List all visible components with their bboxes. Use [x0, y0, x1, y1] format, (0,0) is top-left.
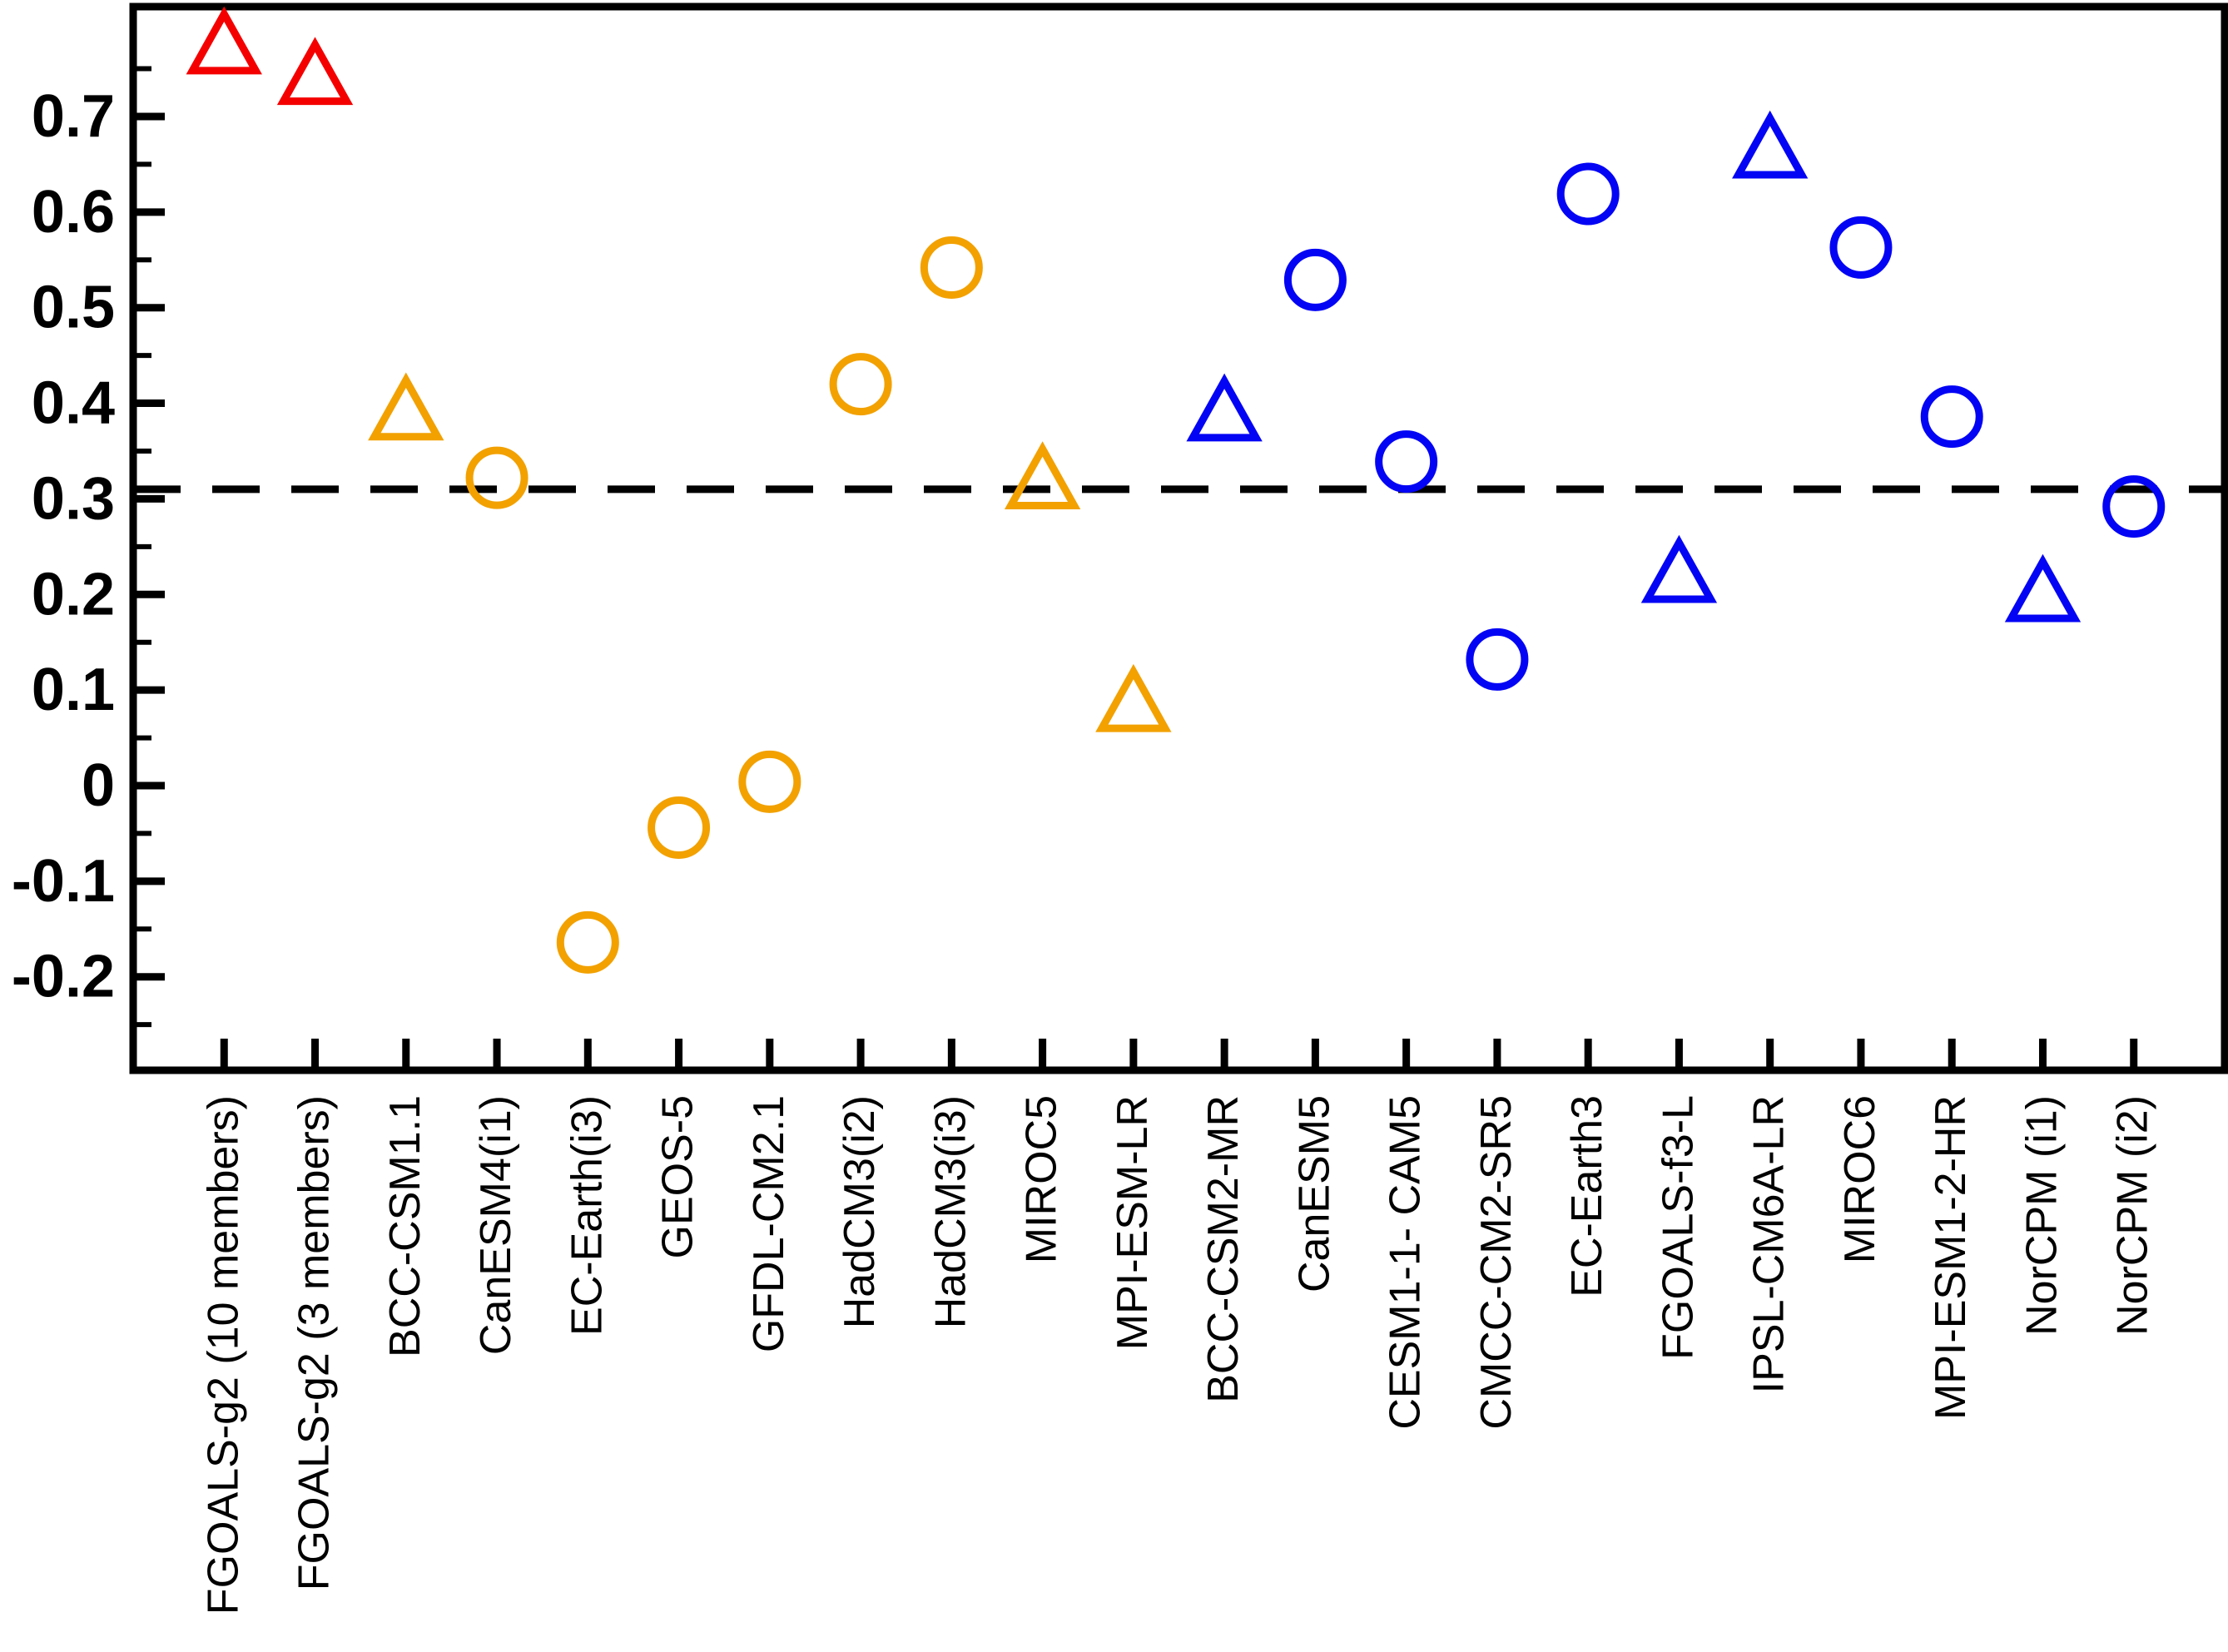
x-tick-label: HadCM3(i3): [926, 1095, 975, 1328]
x-tick-label: CMCC-CM2-SR5: [1472, 1095, 1521, 1430]
x-tick-label: HadCM3(i2): [836, 1095, 884, 1328]
data-point-circle: [1283, 248, 1347, 311]
data-point-triangle: [1732, 110, 1809, 179]
y-tick-label: -0.1: [12, 848, 115, 915]
x-tick-label: MPI-ESM1-2-HR: [1927, 1095, 1975, 1420]
data-point-circle: [2102, 475, 2166, 538]
data-point-triangle: [1004, 441, 1081, 509]
x-tick-label: GFDL-CM2.1: [745, 1095, 793, 1352]
x-tick-label: MIROC6: [1836, 1095, 1884, 1263]
plot-border: [129, 2, 2228, 1074]
x-tick-label: CESM1-1- CAM5: [1382, 1095, 1430, 1430]
data-point-circle: [829, 353, 892, 416]
y-tick-label: 0.5: [32, 275, 115, 341]
y-tick-label: -0.2: [12, 944, 115, 1010]
data-point-circle: [1556, 162, 1620, 226]
data-point-circle: [1920, 385, 1983, 449]
x-tick-label: CanESM5: [1290, 1095, 1338, 1292]
data-point-circle: [1466, 628, 1529, 691]
data-point-circle: [1375, 430, 1438, 494]
data-point-circle: [556, 910, 619, 974]
y-tick-label: 0.4: [32, 370, 115, 437]
data-point-triangle: [368, 372, 444, 441]
x-tick-label: FGOALS-g2 (3 members): [290, 1095, 339, 1590]
data-point-circle: [648, 796, 711, 860]
x-tick-label: FGOALS-g2 (10 members): [199, 1095, 247, 1615]
y-tick-label: 0.7: [32, 83, 115, 150]
x-tick-label: GEOS-5: [654, 1095, 702, 1259]
data-point-circle: [465, 446, 528, 509]
data-point-triangle: [1095, 663, 1172, 732]
x-tick-label: MIROC5: [1018, 1095, 1066, 1263]
x-tick-label: NorCPM (i1): [2017, 1095, 2066, 1336]
x-tick-label: BCC-CSM2-MR: [1199, 1095, 1248, 1403]
x-tick-label: NorCPM (i2): [2109, 1095, 2157, 1336]
y-tick-label: 0.6: [32, 179, 115, 246]
data-point-circle: [738, 750, 801, 813]
data-point-circle: [920, 236, 983, 299]
x-tick-label: IPSL-CM6A-LR: [1745, 1095, 1794, 1393]
y-tick-label: 0.1: [32, 657, 115, 723]
data-point-triangle: [186, 6, 262, 75]
y-tick-label: 0.2: [32, 561, 115, 628]
data-point-triangle: [1640, 534, 1718, 603]
x-tick-label: MPI-ESM-LR: [1109, 1095, 1157, 1350]
y-tick-label: 0.3: [32, 465, 115, 532]
data-point-circle: [1829, 216, 1893, 279]
x-tick-label: CanESM4(i1): [472, 1095, 520, 1355]
data-point-triangle: [276, 37, 354, 106]
data-point-triangle: [1186, 373, 1263, 442]
x-tick-label: FGOALS-f3-L: [1654, 1095, 1702, 1360]
x-tick-label: EC-Earth(i3): [563, 1095, 611, 1336]
x-tick-label: BCC-CSM1.1: [381, 1095, 429, 1357]
data-point-triangle: [2004, 553, 2082, 623]
x-tick-label: EC-Earth3: [1563, 1095, 1611, 1297]
y-tick-label: 0: [82, 752, 115, 819]
